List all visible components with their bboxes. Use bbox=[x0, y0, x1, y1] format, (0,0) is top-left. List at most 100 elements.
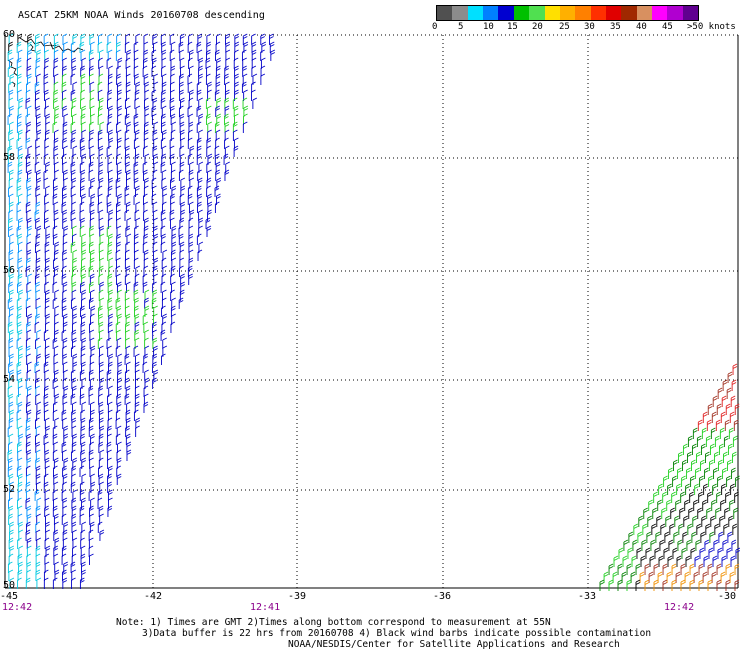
wind-barb bbox=[63, 425, 68, 437]
wind-barb bbox=[88, 137, 94, 149]
wind-barb bbox=[8, 97, 14, 109]
wind-barb bbox=[161, 257, 167, 269]
wind-barb bbox=[79, 209, 85, 221]
wind-barb bbox=[79, 225, 85, 237]
wind-barb bbox=[8, 249, 14, 261]
wind-barb bbox=[52, 177, 58, 189]
wind-barb bbox=[662, 563, 668, 575]
wind-barb bbox=[599, 579, 605, 591]
wind-barb bbox=[733, 419, 739, 431]
wind-barb bbox=[43, 81, 49, 93]
wind-barb bbox=[188, 233, 194, 245]
wind-barb bbox=[107, 161, 113, 173]
wind-barb bbox=[169, 97, 175, 109]
legend-label: 0 bbox=[432, 22, 438, 32]
wind-barb bbox=[45, 521, 50, 533]
wind-barb bbox=[97, 521, 103, 533]
lat-label-52: 52 bbox=[3, 484, 16, 495]
wind-barb bbox=[706, 419, 712, 431]
wind-barb bbox=[17, 257, 23, 269]
wind-barb bbox=[143, 73, 149, 85]
wind-barb bbox=[187, 81, 193, 93]
wind-barb bbox=[686, 539, 692, 551]
wind-barb bbox=[179, 265, 184, 277]
wind-barb bbox=[35, 337, 40, 349]
wind-barb bbox=[707, 579, 713, 591]
wind-barb bbox=[44, 417, 50, 429]
wind-barb bbox=[671, 563, 677, 575]
wind-barb bbox=[735, 475, 740, 487]
wind-barb bbox=[680, 491, 685, 503]
wind-barb bbox=[206, 225, 212, 237]
wind-barb bbox=[125, 65, 131, 77]
wind-barb bbox=[661, 507, 666, 519]
wind-barb bbox=[179, 81, 184, 93]
wind-barb bbox=[115, 417, 121, 429]
wind-barb bbox=[116, 217, 121, 229]
wind-barb bbox=[81, 121, 86, 133]
wind-barb bbox=[89, 121, 94, 133]
wind-barb bbox=[108, 329, 114, 341]
lon-label-m39: -39 bbox=[288, 591, 307, 602]
wind-barb bbox=[682, 443, 688, 455]
wind-barb bbox=[9, 577, 15, 589]
wind-barb bbox=[79, 137, 85, 149]
wind-barb bbox=[652, 507, 657, 519]
wind-barb bbox=[133, 257, 139, 269]
wind-barb bbox=[152, 265, 158, 277]
lat-label-50: 50 bbox=[3, 580, 16, 591]
wind-barb bbox=[116, 449, 122, 461]
wind-barb bbox=[178, 169, 184, 181]
wind-barb bbox=[44, 41, 49, 53]
wind-barb bbox=[727, 371, 733, 383]
wind-barb bbox=[674, 515, 680, 527]
wind-barb bbox=[676, 483, 681, 495]
wind-barb bbox=[7, 65, 13, 77]
wind-barb bbox=[724, 507, 729, 519]
wind-barb bbox=[34, 81, 40, 93]
wind-barb bbox=[107, 297, 113, 309]
wind-barb bbox=[170, 105, 175, 117]
wind-barb bbox=[603, 571, 609, 583]
wind-barb bbox=[61, 409, 67, 421]
wind-barb bbox=[44, 49, 49, 61]
wind-barb bbox=[260, 33, 265, 45]
wind-barb bbox=[88, 241, 94, 253]
legend-label: >50 knots bbox=[687, 22, 736, 32]
wind-barb bbox=[26, 65, 32, 77]
wind-barb bbox=[133, 177, 139, 189]
wind-barb bbox=[16, 361, 22, 373]
wind-barb bbox=[197, 49, 203, 61]
wind-barb bbox=[709, 459, 714, 471]
wind-barb bbox=[107, 273, 113, 285]
wind-barb bbox=[80, 185, 85, 197]
wind-barb bbox=[107, 305, 113, 317]
wind-barb bbox=[718, 459, 723, 471]
wind-barb bbox=[97, 89, 103, 101]
legend-swatch bbox=[513, 6, 530, 20]
wind-barb bbox=[98, 289, 104, 301]
wind-barb bbox=[35, 465, 41, 477]
wind-barb bbox=[54, 561, 59, 573]
wind-barb bbox=[622, 555, 628, 567]
wind-barb bbox=[16, 185, 22, 197]
lat-label-54: 54 bbox=[3, 374, 16, 385]
wind-barb bbox=[72, 529, 77, 541]
wind-barb bbox=[61, 297, 67, 309]
wind-barb bbox=[152, 33, 158, 45]
wind-barb bbox=[45, 113, 50, 125]
wind-barb bbox=[62, 417, 67, 429]
wind-barb bbox=[696, 523, 702, 535]
wind-barb bbox=[124, 113, 130, 125]
wind-barb bbox=[709, 443, 715, 455]
wind-barb bbox=[681, 547, 687, 559]
wind-barb bbox=[25, 497, 31, 509]
wind-barb bbox=[25, 377, 31, 389]
legend-label: 30 bbox=[584, 22, 595, 32]
wind-barb bbox=[700, 531, 706, 543]
wind-barb bbox=[162, 337, 167, 349]
wind-barb bbox=[98, 241, 104, 253]
wind-barb bbox=[8, 265, 14, 277]
wind-barb bbox=[43, 153, 49, 165]
wind-barb bbox=[205, 73, 211, 85]
